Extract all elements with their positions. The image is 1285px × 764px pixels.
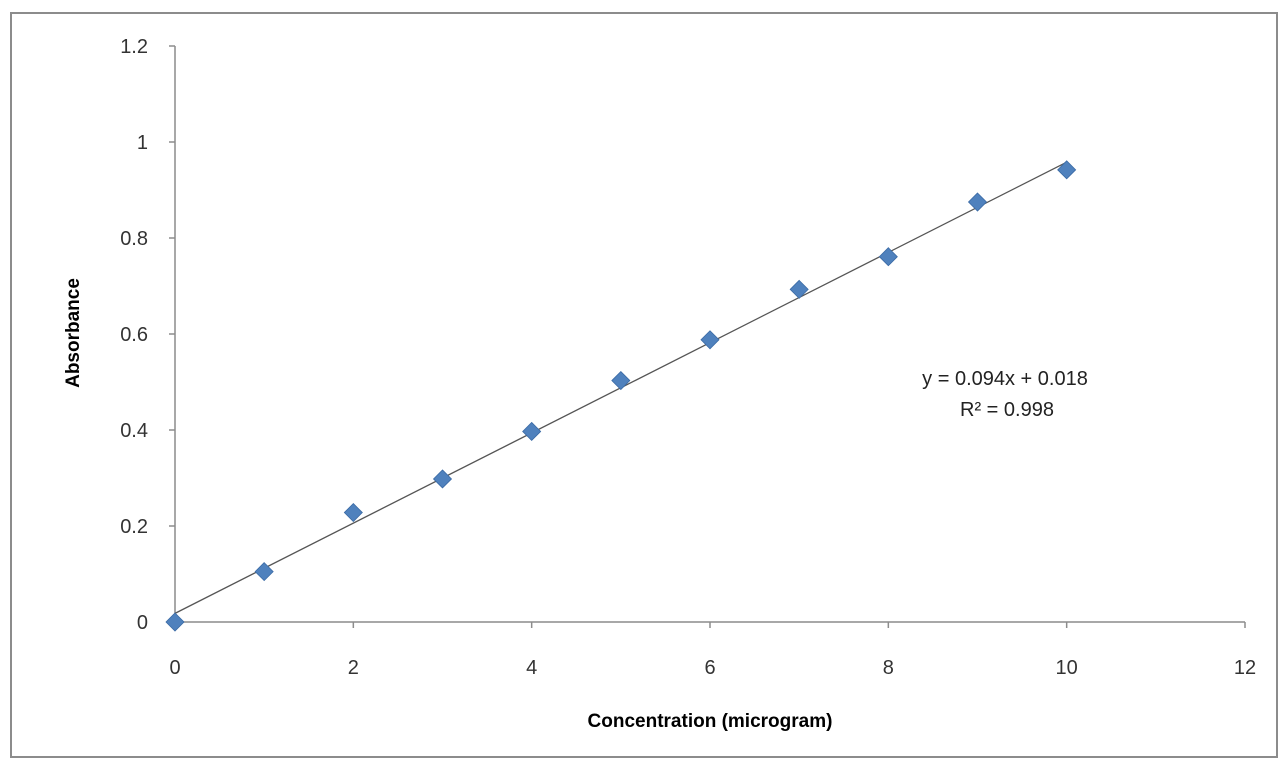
- y-tick-label: 1: [137, 132, 148, 154]
- data-points: [165, 160, 1077, 632]
- y-tick-label: 1.2: [120, 36, 148, 58]
- data-point: [611, 370, 631, 391]
- x-tick-label: 0: [169, 657, 180, 679]
- trendline-equation: y = 0.094x + 0.018: [922, 368, 1088, 390]
- data-point: [878, 247, 898, 267]
- x-tick-label: 10: [1056, 657, 1078, 679]
- r-squared-label: R² = 0.998: [960, 399, 1054, 421]
- ticks: 0 0.2 0.4 0.6 0.8 1 1.2 0 2 4 6 8 10 12: [120, 36, 1256, 679]
- data-point: [343, 502, 363, 523]
- x-tick-label: 8: [883, 657, 894, 679]
- data-point: [1057, 160, 1077, 180]
- data-point: [522, 421, 542, 442]
- data-point: [165, 612, 185, 632]
- y-tick-label: 0.4: [120, 420, 148, 442]
- y-tick-label: 0.2: [120, 516, 148, 538]
- data-point: [254, 562, 274, 582]
- data-point: [700, 330, 720, 350]
- x-tick-label: 4: [526, 657, 537, 679]
- x-axis-title: Concentration (microgram): [588, 711, 833, 732]
- y-axis-title: Absorbance: [63, 278, 84, 388]
- y-tick-label: 0.6: [120, 324, 148, 346]
- data-point: [789, 279, 809, 299]
- data-point: [967, 192, 988, 212]
- x-tick-label: 6: [704, 657, 715, 679]
- y-tick-label: 0.8: [120, 228, 148, 250]
- data-point: [432, 469, 453, 489]
- x-tick-label: 12: [1234, 657, 1256, 679]
- y-tick-label: 0: [137, 612, 148, 634]
- chart-frame: [10, 12, 1278, 758]
- x-tick-label: 2: [348, 657, 359, 679]
